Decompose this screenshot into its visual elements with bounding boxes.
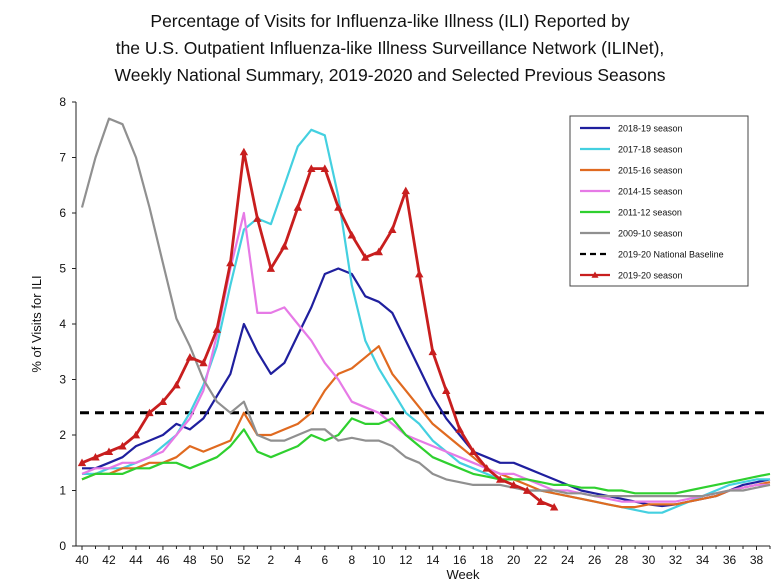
y-tick-label: 3 xyxy=(59,373,66,387)
series-point-2019-20 xyxy=(77,458,87,467)
x-tick-label: 18 xyxy=(480,553,494,567)
x-tick-label: 48 xyxy=(183,553,197,567)
x-tick-label: 4 xyxy=(294,553,301,567)
x-tick-label: 10 xyxy=(372,553,386,567)
series-line-2009-10 xyxy=(80,117,771,498)
y-tick-label: 0 xyxy=(59,539,66,553)
series-point-2019-20 xyxy=(495,475,505,483)
series-line-2011-12 xyxy=(81,417,771,495)
x-tick-label: 40 xyxy=(75,553,89,567)
legend-label: 2011-12 season xyxy=(618,208,682,218)
x-tick-label: 6 xyxy=(321,553,328,567)
series-point-2019-20 xyxy=(172,380,181,389)
series-point-2019-20 xyxy=(522,486,532,494)
y-tick-label: 1 xyxy=(59,484,66,498)
x-tick-label: 12 xyxy=(399,553,413,567)
series-point-2019-20 xyxy=(374,247,383,256)
series-point-2019-20 xyxy=(118,441,127,450)
chart-title-line-1: Percentage of Visits for Influenza-like … xyxy=(150,11,630,31)
series-point-2019-20 xyxy=(104,447,114,456)
x-tick-label: 38 xyxy=(750,553,764,567)
series-point-2019-20 xyxy=(536,497,545,505)
series-point-2019-20 xyxy=(158,397,168,406)
legend-label: 2015-16 season xyxy=(618,166,683,176)
series-point-2019-20 xyxy=(361,253,370,261)
x-tick-label: 34 xyxy=(696,553,710,567)
legend-label: 2017-18 season xyxy=(618,145,683,155)
series-point-2019-20 xyxy=(415,269,424,278)
x-tick-label: 20 xyxy=(507,553,521,567)
series-point-2019-20 xyxy=(428,347,437,356)
legend-box xyxy=(569,115,749,287)
series-point-2019-20 xyxy=(509,480,518,489)
y-tick-label: 8 xyxy=(59,95,66,109)
legend-label: 2019-20 season xyxy=(618,271,683,281)
y-axis-label: % of Visits for ILI xyxy=(29,275,44,372)
x-tick-label: 36 xyxy=(723,553,737,567)
series-point-2019-20 xyxy=(266,264,276,272)
series-point-2019-20 xyxy=(280,242,289,250)
series-point-2019-20 xyxy=(320,164,330,172)
y-tick-label: 7 xyxy=(59,151,66,165)
x-tick-label: 26 xyxy=(588,553,602,567)
series-point-2019-20 xyxy=(401,186,410,195)
x-tick-label: 28 xyxy=(615,553,629,567)
series-point-2019-20 xyxy=(131,430,141,439)
series-line-2014-15 xyxy=(81,211,770,503)
x-tick-label: 2 xyxy=(268,553,275,567)
series-point-2019-20 xyxy=(226,258,235,267)
y-tick-label: 5 xyxy=(59,262,66,276)
x-tick-label: 52 xyxy=(237,553,251,567)
series-point-2019-20 xyxy=(549,502,559,511)
series-point-2019-20 xyxy=(388,225,397,234)
legend-marker xyxy=(591,271,599,278)
x-tick-label: 24 xyxy=(561,553,575,567)
y-tick-label: 2 xyxy=(59,428,66,442)
series-point-2019-20 xyxy=(253,214,262,222)
y-tick-label: 4 xyxy=(59,317,66,331)
series-point-2019-20 xyxy=(347,231,357,239)
legend-label: 2009-10 season xyxy=(618,229,683,239)
x-tick-label: 8 xyxy=(348,553,355,567)
legend-label: 2014-15 season xyxy=(618,187,683,197)
series-point-2019-20 xyxy=(307,164,316,172)
x-tick-label: 22 xyxy=(534,553,548,567)
x-tick-label: 16 xyxy=(453,553,467,567)
x-tick-label: 50 xyxy=(210,553,224,567)
series-point-2019-20 xyxy=(145,408,154,417)
series-point-2019-20 xyxy=(293,203,303,211)
legend-label: 2019-20 National Baseline xyxy=(618,250,724,260)
series-point-2019-20 xyxy=(199,358,208,367)
series-point-2019-20 xyxy=(185,353,195,361)
series-point-2019-20 xyxy=(334,203,343,211)
series-line-2018-19 xyxy=(82,267,771,508)
chart-title: Percentage of Visits for Influenza-like … xyxy=(0,8,780,89)
x-tick-label: 32 xyxy=(669,553,683,567)
series-point-2019-20 xyxy=(239,147,249,156)
x-tick-label: 30 xyxy=(642,553,656,567)
x-axis-label: Week xyxy=(447,567,480,579)
series-point-2019-20 xyxy=(91,453,100,461)
series-point-2019-20 xyxy=(455,425,464,433)
series-point-2019-20 xyxy=(442,386,451,394)
x-tick-label: 44 xyxy=(129,553,143,567)
series-point-2019-20 xyxy=(469,447,478,456)
x-tick-label: 46 xyxy=(156,553,170,567)
y-tick-label: 6 xyxy=(59,206,66,220)
series-point-2019-20 xyxy=(212,325,222,333)
series-line-2017-18 xyxy=(82,128,770,514)
chart-title-line-3: Weekly National Summary, 2019-2020 and S… xyxy=(114,65,666,85)
legend-label: 2018-19 season xyxy=(618,124,683,134)
series-line-2015-16 xyxy=(81,345,771,509)
x-tick-label: 42 xyxy=(102,553,116,567)
chart-title-line-2: the U.S. Outpatient Influenza-like Illne… xyxy=(115,38,665,58)
series-point-2019-20 xyxy=(482,464,491,472)
x-tick-label: 14 xyxy=(426,553,440,567)
